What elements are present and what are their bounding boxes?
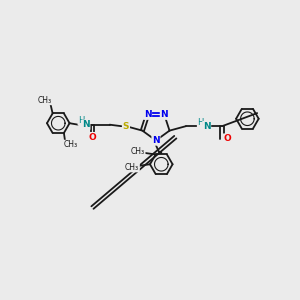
Text: CH₃: CH₃ bbox=[131, 147, 145, 156]
Text: O: O bbox=[88, 133, 96, 142]
Text: O: O bbox=[224, 134, 231, 143]
Text: N: N bbox=[82, 120, 90, 129]
Text: CH₃: CH₃ bbox=[125, 163, 139, 172]
Text: H: H bbox=[78, 116, 85, 125]
Text: CH₃: CH₃ bbox=[64, 140, 78, 149]
Text: N: N bbox=[203, 122, 211, 131]
Text: N: N bbox=[160, 110, 168, 119]
Text: N: N bbox=[144, 110, 152, 119]
Text: CH₃: CH₃ bbox=[38, 95, 52, 104]
Text: H: H bbox=[197, 118, 204, 127]
Text: N: N bbox=[152, 136, 160, 145]
Text: S: S bbox=[123, 122, 129, 131]
